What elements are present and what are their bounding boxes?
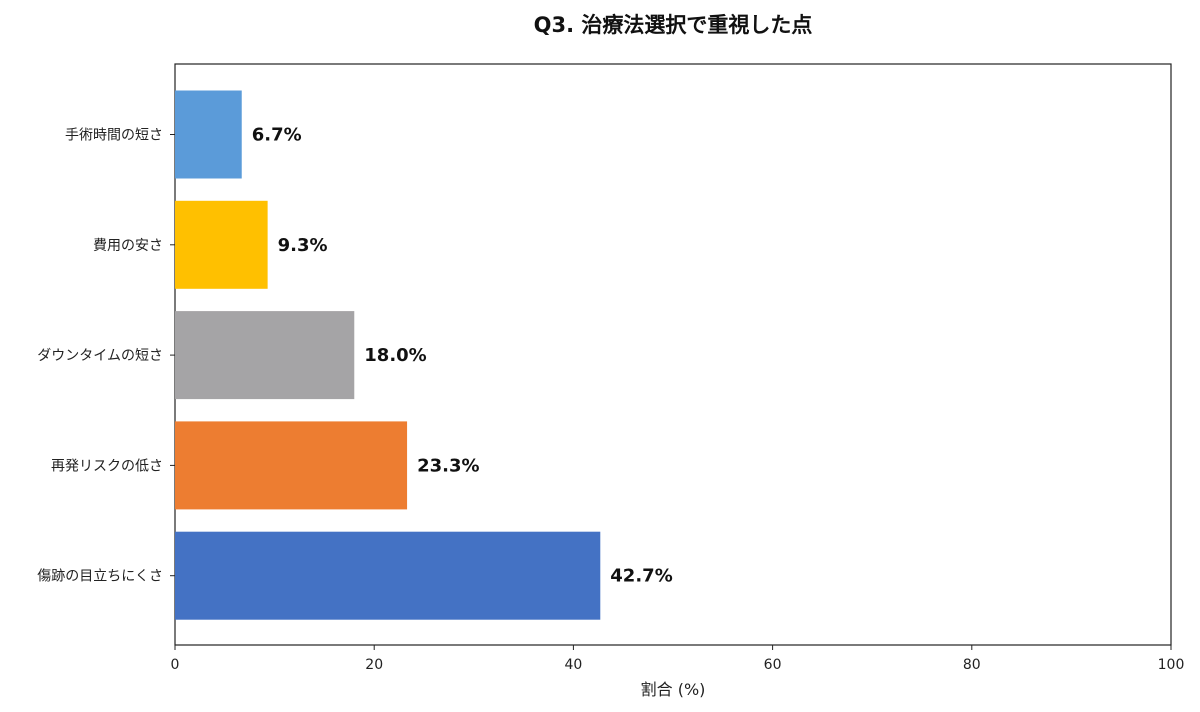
x-axis-label: 割合 (%): [641, 680, 706, 699]
x-tick-label: 0: [171, 657, 180, 673]
bar-4: [175, 421, 408, 510]
x-tick-label: 20: [365, 657, 383, 673]
bar-3: [175, 311, 355, 400]
category-label: 手術時間の短さ: [65, 128, 163, 144]
x-tick-label: 80: [963, 657, 981, 673]
bar-2: [175, 200, 268, 289]
category-label: ダウンタイムの短さ: [37, 348, 163, 364]
data-label: 42.7%: [610, 566, 672, 587]
chart-title: Q3. 治療法選択で重視した点: [534, 13, 813, 37]
bar-5: [175, 531, 601, 620]
x-tick-label: 60: [764, 657, 782, 673]
category-label: 再発リスクの低さ: [51, 458, 163, 474]
category-label: 費用の安さ: [93, 238, 163, 254]
data-label: 23.3%: [417, 455, 479, 476]
x-tick-label: 100: [1158, 657, 1185, 673]
data-label: 6.7%: [252, 125, 302, 146]
data-label: 9.3%: [278, 235, 328, 256]
x-tick-label: 40: [564, 657, 582, 673]
data-label: 18.0%: [364, 345, 426, 366]
category-label: 傷跡の目立ちにくさ: [37, 569, 163, 585]
bar-1: [175, 90, 242, 179]
